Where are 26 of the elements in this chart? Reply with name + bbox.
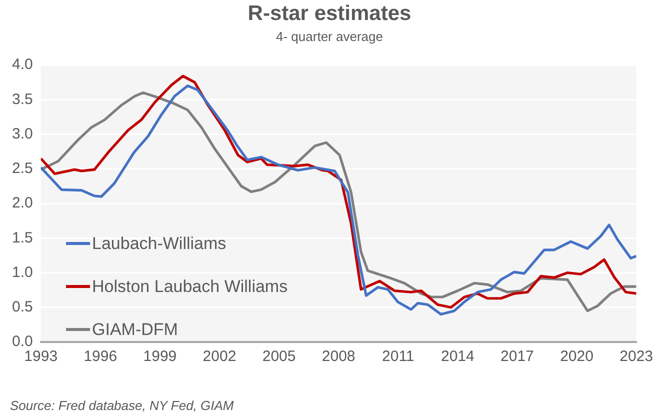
x-tick-label: 2017 <box>500 348 534 366</box>
y-tick-label: 2.0 <box>12 194 33 212</box>
source-note: Source: Fred database, NY Fed, GIAM <box>10 398 234 413</box>
x-tick-label: 2023 <box>620 348 654 366</box>
y-tick-label: 3.0 <box>12 125 33 142</box>
x-tick-label: 1993 <box>24 348 58 366</box>
x-tick-label: 2011 <box>382 348 414 366</box>
x-tick-label: 2002 <box>202 348 236 366</box>
y-tick-label: 1.5 <box>12 229 33 246</box>
chart-title: R-star estimates <box>246 2 412 26</box>
y-tick-label: 4.0 <box>12 56 33 74</box>
y-tick-label: 3.5 <box>12 90 33 108</box>
x-tick-label: 1999 <box>143 348 177 366</box>
x-tick-label: 2008 <box>322 348 356 366</box>
x-tick-label: 2020 <box>560 348 594 366</box>
x-tick-label: 1996 <box>84 348 118 366</box>
y-tick-label: 2.5 <box>12 160 33 178</box>
x-tick-label: 2014 <box>440 348 474 366</box>
legend-label: Laubach-Williams <box>92 234 226 254</box>
y-tick-label: 0.0 <box>12 333 33 350</box>
legend-label: Holston Laubach Williams <box>92 276 288 296</box>
y-tick-label: 0.5 <box>12 298 33 316</box>
x-tick-label: 2005 <box>262 348 296 366</box>
chart-subtitle: 4- quarter average <box>275 29 384 44</box>
legend-label: GIAM-DFM <box>92 320 178 340</box>
y-tick-label: 1.0 <box>12 264 33 281</box>
